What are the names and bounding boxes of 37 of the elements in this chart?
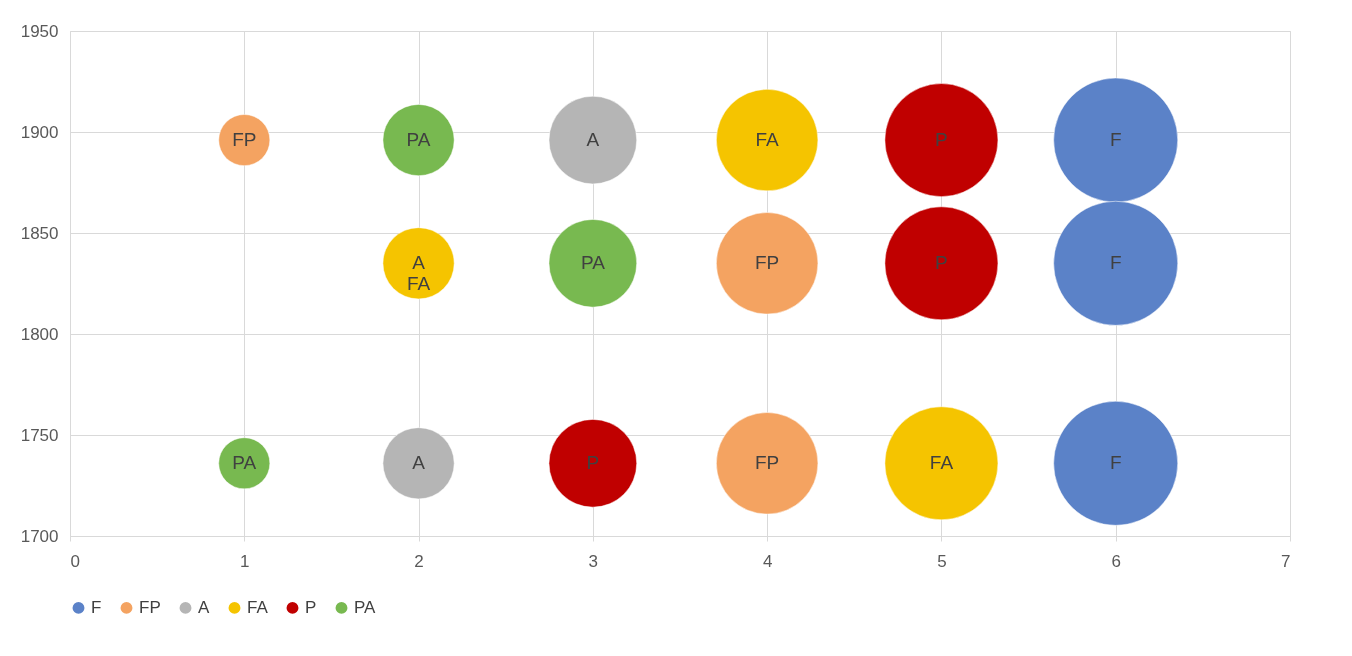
y-tick-label: 1700 — [20, 526, 59, 546]
data-label: FA — [755, 129, 780, 151]
data-label: P — [586, 452, 600, 474]
y-tick-label: 1750 — [20, 425, 59, 445]
data-label: P — [935, 252, 948, 274]
y-tick-label: 1950 — [20, 21, 59, 41]
legend-label: A — [198, 597, 210, 617]
data-label: PA — [580, 252, 606, 274]
data-label: FP — [755, 252, 780, 274]
data-label: F — [1109, 252, 1122, 274]
x-tick-label: 0 — [70, 551, 80, 571]
x-tick-label: 2 — [414, 551, 424, 571]
x-tick-label: 6 — [1111, 551, 1121, 571]
data-label: PA — [406, 129, 431, 151]
x-tick-label: 1 — [240, 551, 250, 571]
data-label: A — [412, 452, 426, 474]
legend-label: P — [305, 597, 317, 617]
legend-label: F — [91, 597, 102, 617]
data-label: F — [1109, 129, 1122, 151]
legend-label: FP — [139, 597, 161, 617]
x-tick-label: 5 — [937, 551, 947, 571]
data-label: A — [586, 129, 600, 151]
legend-label: PA — [354, 597, 377, 617]
y-tick-label: 1800 — [20, 324, 59, 344]
data-label: F — [1109, 452, 1122, 474]
data-label: A FA — [406, 252, 431, 295]
x-tick-label: 3 — [588, 551, 599, 571]
y-tick-label: 1900 — [20, 122, 59, 142]
data-label: PA — [232, 452, 257, 474]
x-tick-label: 4 — [762, 551, 773, 571]
data-label: FP — [232, 129, 257, 151]
x-tick-label: 7 — [1281, 551, 1291, 571]
legend-label: FA — [247, 597, 269, 617]
y-tick-label: 1850 — [20, 223, 59, 243]
data-label: P — [935, 129, 948, 151]
data-label: FP — [755, 452, 780, 474]
data-label: FA — [929, 452, 954, 474]
